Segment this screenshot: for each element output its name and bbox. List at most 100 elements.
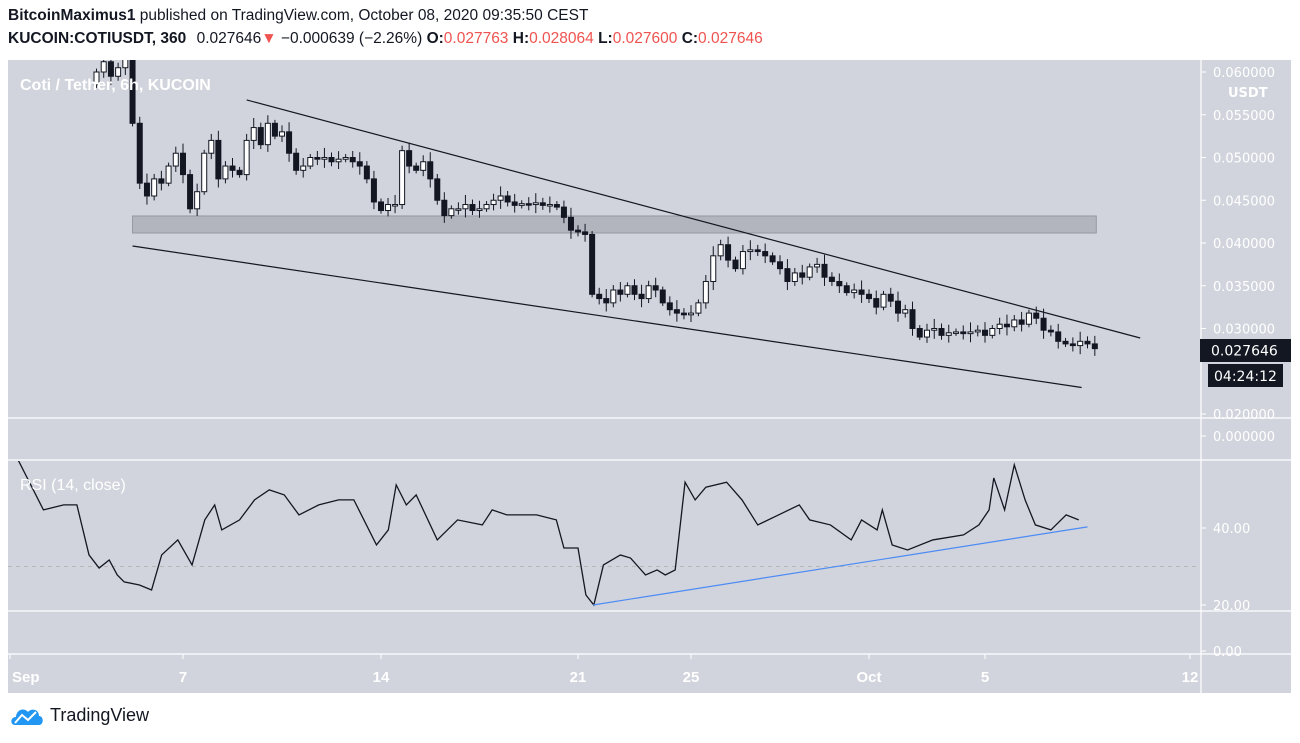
brand-name: TradingView	[50, 704, 150, 725]
candle	[356, 152, 363, 175]
candle-body-up	[702, 280, 709, 304]
support-zone[interactable]	[132, 215, 1097, 234]
candle	[363, 161, 370, 184]
candle-body-down	[441, 199, 448, 217]
price-change: −0.000639 (−2.26%)	[280, 30, 423, 47]
candle	[1011, 314, 1018, 332]
candle	[129, 60, 136, 127]
candle	[342, 154, 349, 163]
candle-body-down	[1047, 329, 1054, 333]
candle-body-up	[996, 323, 1003, 330]
rsi-trendline[interactable]	[592, 526, 1088, 606]
price-tick-label: 0.035000	[1213, 280, 1275, 295]
candle-body-up	[151, 178, 158, 197]
candle	[784, 259, 791, 291]
candle	[321, 147, 328, 168]
candle	[335, 151, 342, 170]
candle	[187, 169, 194, 214]
candle	[208, 133, 215, 160]
candle	[791, 267, 798, 286]
candle-body-down	[427, 161, 434, 180]
candle	[476, 200, 483, 218]
lower-trendline[interactable]	[132, 245, 1082, 389]
rsi-title: RSI (14, close)	[20, 477, 126, 494]
candle-body-up	[688, 312, 694, 316]
candle-body-down	[511, 201, 518, 206]
candle	[518, 200, 525, 209]
candle-body-down	[406, 150, 413, 167]
upper-trendline[interactable]	[246, 99, 1141, 339]
candle	[902, 304, 909, 318]
candle-body-down	[652, 285, 659, 291]
candle	[851, 283, 858, 299]
candle	[806, 263, 813, 281]
candle	[392, 194, 399, 214]
candle-body-down	[777, 261, 783, 270]
candle	[843, 282, 850, 296]
candle	[732, 256, 739, 272]
candle-body-up	[321, 157, 328, 160]
candle	[448, 205, 455, 219]
candle	[1062, 337, 1069, 347]
candle-body-up	[194, 191, 201, 210]
candle-body-down	[982, 329, 988, 336]
candle	[300, 158, 307, 178]
publish-text: published on TradingView.com, October 08…	[139, 7, 589, 24]
candle-body-down	[136, 122, 143, 184]
candle	[673, 300, 680, 322]
candle	[617, 281, 624, 302]
candle-body-down	[1033, 312, 1040, 319]
candle	[717, 239, 724, 261]
candle	[243, 133, 250, 181]
candle	[462, 194, 469, 218]
candle	[1018, 311, 1025, 332]
candle	[725, 236, 732, 268]
candle-body-up	[974, 329, 981, 333]
candle	[511, 193, 518, 213]
candle	[624, 282, 631, 298]
candle	[762, 243, 769, 264]
candle-body-up	[814, 263, 821, 268]
candle-body-up	[924, 329, 930, 338]
candle-body-up	[1025, 312, 1032, 325]
candle-body-down	[539, 202, 546, 206]
tradingview-logo[interactable]: TradingView	[10, 704, 149, 726]
candle	[532, 193, 539, 214]
candle-body-down	[603, 298, 610, 304]
candle	[100, 60, 107, 78]
candle	[631, 279, 638, 301]
author-name: BitcoinMaximus1	[8, 7, 136, 24]
candle-body-up	[243, 139, 250, 176]
candle	[399, 145, 406, 209]
candle-body-up	[739, 251, 746, 270]
price-tick-label: 0.060000	[1213, 66, 1275, 81]
close-value: 0.027646	[698, 30, 763, 47]
candle	[666, 296, 673, 316]
candle-body-down	[567, 216, 574, 231]
candle	[1003, 314, 1010, 336]
candle	[180, 143, 186, 184]
price-tick-label: 0.020000	[1213, 408, 1275, 423]
chart-title: Coti / Tether, 6h, KUCOIN	[20, 77, 211, 94]
axes: 0.060000 0.055000 0.050000 0.045000 0.040000…	[9, 66, 1275, 686]
candle-body-up	[645, 285, 652, 300]
candle	[546, 196, 553, 213]
candle	[215, 130, 222, 188]
candle-body-up	[385, 204, 392, 212]
candle	[895, 291, 901, 322]
candle	[1069, 337, 1076, 352]
candle	[122, 60, 129, 75]
candle	[638, 284, 645, 308]
candle	[165, 162, 172, 187]
candle	[257, 122, 264, 150]
candle	[1091, 335, 1098, 356]
candle-body-up	[717, 244, 724, 257]
candle-body-down	[504, 195, 511, 203]
candle-body-up	[610, 289, 617, 304]
candle-body-down	[129, 60, 136, 124]
high-label: H:	[512, 30, 530, 47]
candle-body-down	[843, 285, 850, 294]
candle	[553, 201, 560, 211]
candle	[739, 245, 746, 275]
